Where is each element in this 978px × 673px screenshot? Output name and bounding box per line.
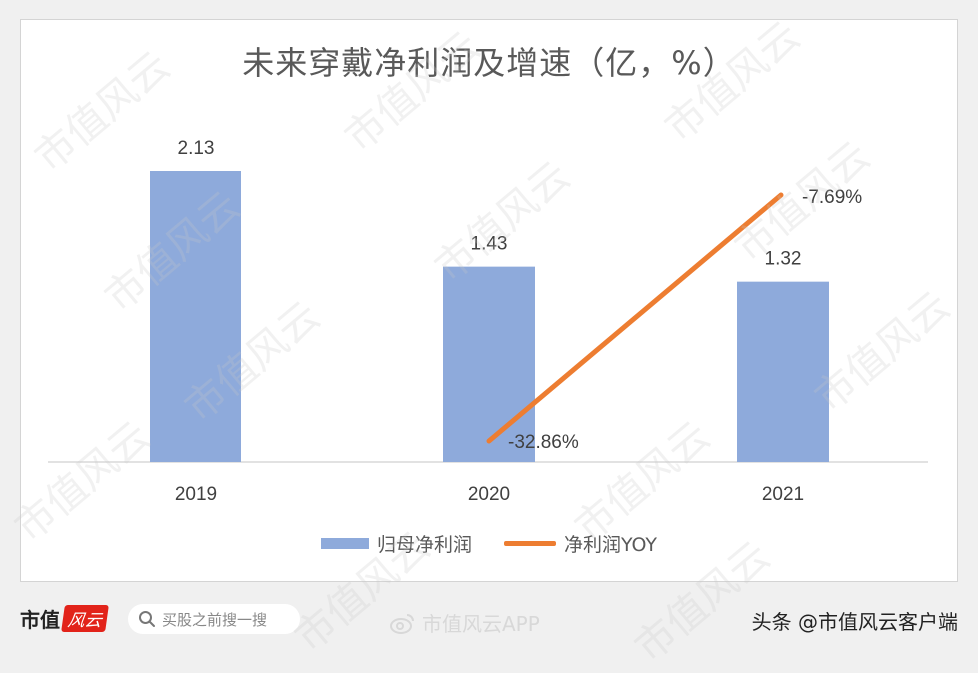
brand-logo: 市值 风云: [20, 604, 109, 633]
chart-plot: 2.13 1.43 1.32 -32.86% -7.69% 2019 2020 …: [48, 138, 928, 505]
bar-label-2020: 1.43: [471, 234, 508, 255]
weibo-text: 市值风云APP: [422, 612, 540, 636]
bar-label-2019: 2.13: [178, 138, 215, 159]
legend-label-net-profit: 归母净利润: [376, 534, 472, 556]
weibo-icon: [390, 613, 414, 634]
search-box[interactable]: 买股之前搜一搜: [128, 604, 300, 634]
brand-logo-badge: 风云: [61, 605, 109, 632]
search-icon: [139, 611, 155, 627]
x-tick-2021: 2021: [762, 484, 804, 505]
chart-title: 未来穿戴净利润及增速（亿，%）: [242, 44, 736, 82]
chart-legend: 归母净利润 净利润YOY: [0, 530, 978, 557]
bar-2020: [443, 266, 535, 462]
yoy-line: [486, 192, 784, 444]
yoy-label-2020: -32.86%: [508, 432, 579, 453]
search-placeholder: 买股之前搜一搜: [162, 610, 268, 629]
x-tick-2019: 2019: [175, 484, 217, 505]
legend-line-swatch: [503, 541, 556, 546]
x-tick-2020: 2020: [468, 484, 510, 505]
yoy-label-2021: -7.69%: [802, 187, 862, 208]
brand-text: 市值: [20, 608, 60, 632]
footer-bar: 市值 风云 买股之前搜一搜 市值风云APP 头条 @市值风云客户端: [0, 596, 978, 646]
bar-2021: [737, 281, 829, 462]
toutiao-credit: 头条 @市值风云客户端: [751, 610, 958, 634]
legend-label-yoy: 净利润YOY: [563, 534, 658, 556]
bar-2019: [150, 171, 241, 462]
legend-item-net-profit: 归母净利润: [320, 530, 472, 557]
bar-label-2021: 1.32: [765, 249, 802, 270]
legend-bar-swatch: [320, 538, 369, 549]
weibo-watermark: 市值风云APP: [390, 608, 540, 637]
legend-item-yoy: 净利润YOY: [503, 530, 658, 557]
